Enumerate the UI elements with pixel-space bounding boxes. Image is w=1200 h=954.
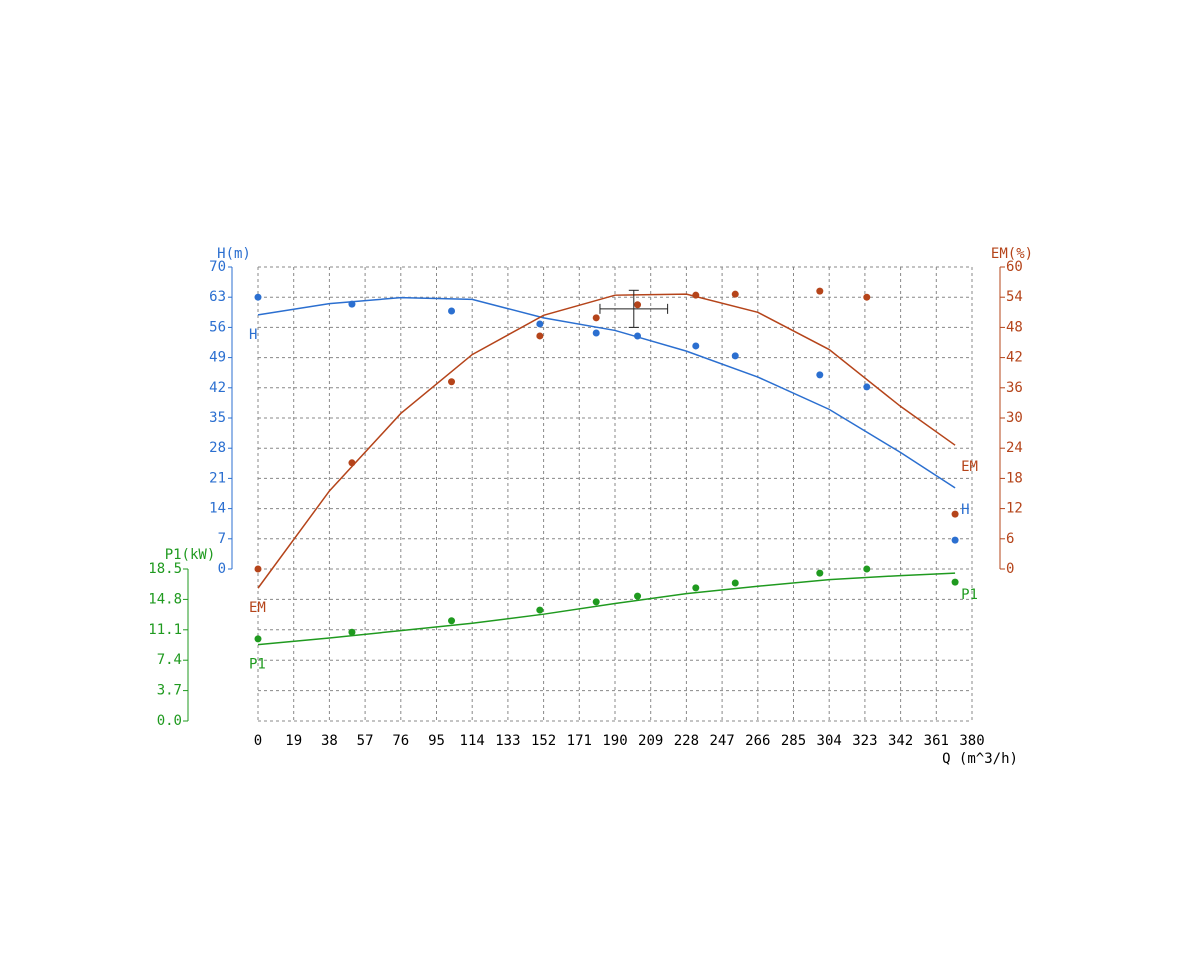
data-point xyxy=(536,320,544,328)
data-point xyxy=(254,293,262,301)
x-tick-label: 57 xyxy=(357,733,374,749)
x-tick-label: 171 xyxy=(567,733,592,749)
x-tick-label: 342 xyxy=(888,733,913,749)
x-tick-label: 209 xyxy=(638,733,663,749)
x-tick-label: 0 xyxy=(254,733,262,749)
data-point xyxy=(692,291,700,299)
y3-axis: 0.0 3.7 7.4 11.1 14.8 18.5 xyxy=(148,561,189,729)
y-tick-label: 14 xyxy=(209,501,226,517)
y3-tick-label: 7.4 xyxy=(157,652,182,668)
y-tick-label: 21 xyxy=(209,470,226,486)
y2-tick-label: 6 xyxy=(1006,531,1014,547)
data-point xyxy=(592,314,600,322)
y3-tick-label: 18.5 xyxy=(148,561,182,577)
data-point xyxy=(731,290,739,298)
curve-label: P1 xyxy=(249,657,266,673)
data-point xyxy=(951,578,959,586)
x-tick-label: 190 xyxy=(602,733,627,749)
x-tick-label: 152 xyxy=(531,733,556,749)
curve-label: H xyxy=(249,327,257,343)
x-axis-title: Q (m^3/h) xyxy=(942,751,1018,767)
curve xyxy=(257,293,956,589)
y2-tick-label: 30 xyxy=(1006,410,1023,426)
data-point xyxy=(592,598,600,606)
y3-tick-label: 11.1 xyxy=(148,622,182,638)
data-point xyxy=(634,592,642,600)
y2-tick-label: 12 xyxy=(1006,501,1023,517)
y3-tick-label: 14.8 xyxy=(148,591,182,607)
y-tick-label: 35 xyxy=(209,410,226,426)
data-point xyxy=(863,565,871,573)
y2-tick-label: 18 xyxy=(1006,470,1023,486)
x-tick-label: 304 xyxy=(817,733,842,749)
data-point xyxy=(692,584,700,592)
y3-axis-title: P1(kW) xyxy=(165,547,216,563)
data-point xyxy=(816,569,824,577)
y-tick-label: 63 xyxy=(209,289,226,305)
data-point xyxy=(816,371,824,379)
y2-tick-label: 24 xyxy=(1006,440,1023,456)
y2-tick-label: 60 xyxy=(1006,259,1023,275)
data-point xyxy=(816,287,824,295)
data-point xyxy=(348,628,356,636)
x-tick-label: 133 xyxy=(495,733,520,749)
data-point xyxy=(536,332,544,340)
x-tick-label: 114 xyxy=(460,733,485,749)
y-tick-label: 28 xyxy=(209,440,226,456)
data-point xyxy=(254,635,262,643)
data-point xyxy=(348,300,356,308)
x-tick-label: 38 xyxy=(321,733,338,749)
y2-tick-label: 42 xyxy=(1006,350,1023,366)
curve-label: EM xyxy=(961,459,978,475)
x-tick-label: 76 xyxy=(392,733,409,749)
curve-label: EM xyxy=(249,600,266,616)
data-point xyxy=(951,536,959,544)
data-point xyxy=(592,329,600,337)
data-point xyxy=(731,352,739,360)
data-point xyxy=(536,606,544,614)
data-point xyxy=(254,565,262,573)
data-point xyxy=(634,301,642,309)
y-tick-label: 49 xyxy=(209,350,226,366)
x-tick-label: 228 xyxy=(674,733,699,749)
y2-tick-label: 48 xyxy=(1006,319,1023,335)
data-point xyxy=(692,342,700,350)
data-point xyxy=(634,332,642,340)
x-tick-label: 285 xyxy=(781,733,806,749)
curve xyxy=(257,572,956,646)
y-tick-label: 56 xyxy=(209,319,226,335)
y-tick-label: 0 xyxy=(218,561,226,577)
y-tick-label: 42 xyxy=(209,380,226,396)
y2-axis-title: EM(%) xyxy=(991,246,1033,262)
x-tick-label: 95 xyxy=(428,733,445,749)
x-tick-label: 323 xyxy=(852,733,877,749)
y2-tick-label: 36 xyxy=(1006,380,1023,396)
curve xyxy=(257,296,956,489)
x-tick-label: 361 xyxy=(924,733,949,749)
data-point xyxy=(448,617,456,625)
y2-tick-label: 54 xyxy=(1006,289,1023,305)
data-point xyxy=(731,579,739,587)
x-tick-label: 266 xyxy=(745,733,770,749)
x-tick-label: 19 xyxy=(285,733,302,749)
x-tick-label: 380 xyxy=(959,733,984,749)
y2-tick-label: 0 xyxy=(1006,561,1014,577)
data-point xyxy=(951,510,959,518)
curve-label: P1 xyxy=(961,587,978,603)
data-point xyxy=(448,378,456,386)
y3-tick-label: 3.7 xyxy=(157,683,182,699)
curve-label: H xyxy=(961,502,969,518)
data-point xyxy=(863,383,871,391)
data-point xyxy=(448,307,456,315)
y-axis-title: H(m) xyxy=(217,246,251,262)
data-point xyxy=(863,293,871,301)
x-tick-label: 247 xyxy=(709,733,734,749)
y-tick-label: 7 xyxy=(218,531,226,547)
y3-tick-label: 0.0 xyxy=(157,713,182,729)
data-point xyxy=(348,459,356,467)
y-tick-label: 70 xyxy=(209,259,226,275)
